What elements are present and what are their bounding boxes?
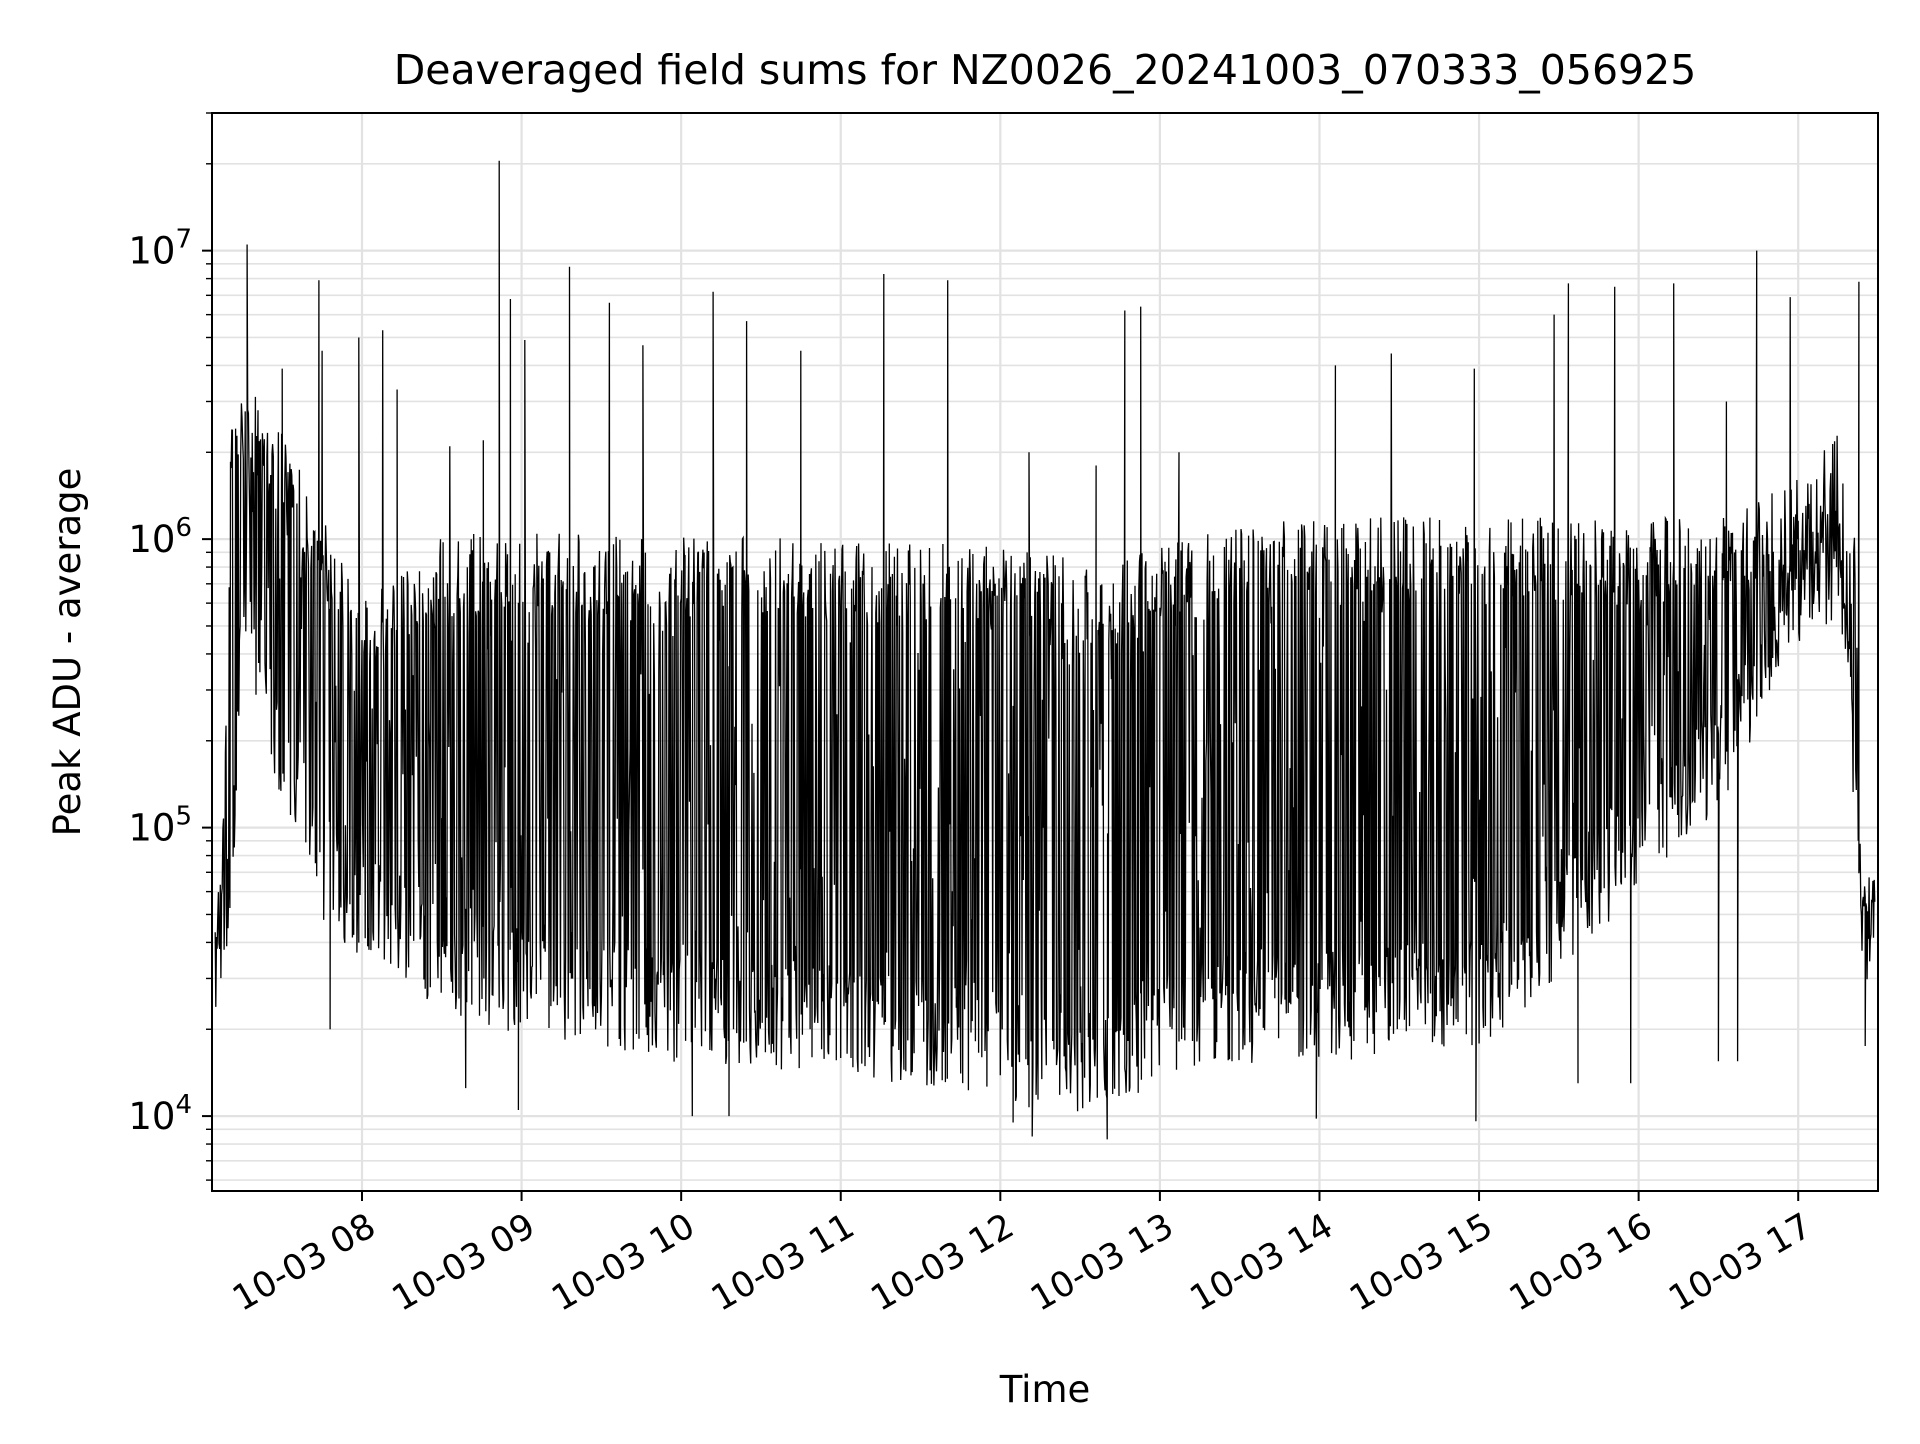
x-axis-label: Time: [999, 1368, 1091, 1411]
series-line: [214, 160, 1876, 1140]
plot-frame: [211, 112, 1879, 1192]
y-tick-label: 107: [128, 225, 192, 273]
y-axis-label: Peak ADU - average: [46, 468, 89, 837]
y-tick-label: 104: [128, 1090, 192, 1138]
y-tick-label: 106: [128, 513, 192, 561]
y-tick-label: 105: [128, 802, 192, 850]
chart-title: Deaveraged field sums for NZ0026_2024100…: [394, 46, 1697, 94]
plot-area: [214, 160, 1876, 1140]
series-layer: [214, 160, 1876, 1140]
